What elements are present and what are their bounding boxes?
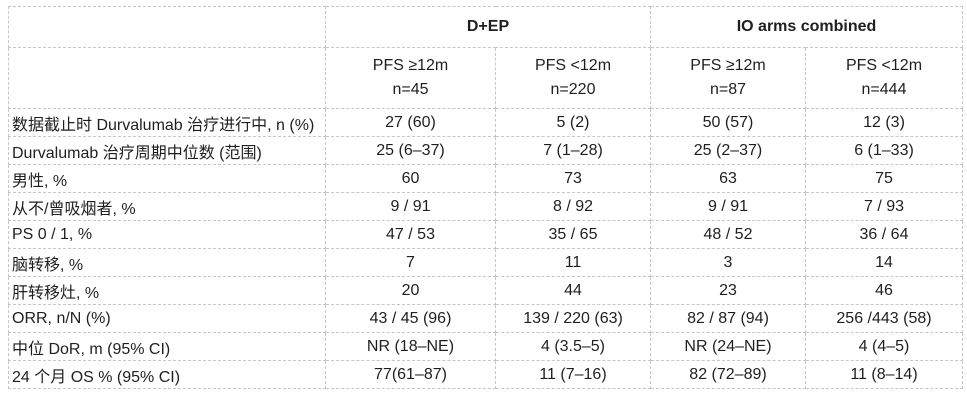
value-cell: 77(61–87) [325,360,496,389]
value-cell: 82 / 87 (94) [650,304,806,333]
value-cell: 139 / 220 (63) [495,304,651,333]
row-label: PS 0 / 1, % [8,220,326,249]
pfs-label: PFS ≥12m [372,57,449,74]
value-cell: 50 (57) [650,108,806,137]
value-cell: 7 / 93 [805,192,963,221]
value-cell: 8 / 92 [495,192,651,221]
corner-cell [8,47,326,109]
table-row: 数据截止时 Durvalumab 治疗进行中, n (%) 27 (60) 5 … [8,108,963,137]
table-row: 肝转移灶, % 20 44 23 46 [8,276,963,305]
column-header-io-pfs-lt12: PFS <12m n=444 [805,47,963,109]
value-cell: NR (18–NE) [325,332,496,361]
value-cell: 11 (7–16) [495,360,651,389]
n-label: n=87 [709,81,747,98]
pfs-label: PFS <12m [534,57,612,74]
row-label: 24 个月 OS % (95% CI) [8,360,326,389]
value-cell: 48 / 52 [650,220,806,249]
value-cell: 12 (3) [805,108,963,137]
value-cell: 27 (60) [325,108,496,137]
value-cell: 4 (4–5) [805,332,963,361]
value-cell: 256 /443 (58) [805,304,963,333]
value-cell: 20 [325,276,496,305]
group-header-io: IO arms combined [650,6,963,48]
row-label: ORR, n/N (%) [8,304,326,333]
corner-cell [8,6,326,48]
value-cell: 63 [650,164,806,193]
value-cell: 23 [650,276,806,305]
value-cell: 4 (3.5–5) [495,332,651,361]
value-cell: 75 [805,164,963,193]
table-row: ORR, n/N (%) 43 / 45 (96) 139 / 220 (63)… [8,304,963,333]
row-label: 从不/曾吸烟者, % [8,192,326,221]
row-label: 肝转移灶, % [8,276,326,305]
row-label: 数据截止时 Durvalumab 治疗进行中, n (%) [8,108,326,137]
table-row: 24 个月 OS % (95% CI) 77(61–87) 11 (7–16) … [8,360,963,389]
table-row: PS 0 / 1, % 47 / 53 35 / 65 48 / 52 36 /… [8,220,963,249]
value-cell: 25 (6–37) [325,136,496,165]
row-label: Durvalumab 治疗周期中位数 (范围) [8,136,326,165]
value-cell: 7 (1–28) [495,136,651,165]
value-cell: 14 [805,248,963,277]
value-cell: 9 / 91 [325,192,496,221]
row-label: 中位 DoR, m (95% CI) [8,332,326,361]
table-row: 中位 DoR, m (95% CI) NR (18–NE) 4 (3.5–5) … [8,332,963,361]
column-header-io-pfs-ge12: PFS ≥12m n=87 [650,47,806,109]
clinical-outcomes-table: D+EP IO arms combined PFS ≥12m n=45 PFS … [8,6,963,389]
value-cell: 5 (2) [495,108,651,137]
table-row: Durvalumab 治疗周期中位数 (范围) 25 (6–37) 7 (1–2… [8,136,963,165]
table-row: 男性, % 60 73 63 75 [8,164,963,193]
n-label: n=220 [550,81,596,98]
sub-header-row: PFS ≥12m n=45 PFS <12m n=220 PFS ≥12m n=… [8,47,963,109]
value-cell: 11 (8–14) [805,360,963,389]
table-row: 脑转移, % 7 11 3 14 [8,248,963,277]
value-cell: 7 [325,248,496,277]
value-cell: 3 [650,248,806,277]
row-label: 男性, % [8,164,326,193]
pfs-label: PFS <12m [845,57,923,74]
value-cell: 9 / 91 [650,192,806,221]
group-header-dep: D+EP [325,6,651,48]
value-cell: 46 [805,276,963,305]
column-header-dep-pfs-ge12: PFS ≥12m n=45 [325,47,496,109]
column-header-dep-pfs-lt12: PFS <12m n=220 [495,47,651,109]
value-cell: 36 / 64 [805,220,963,249]
value-cell: 6 (1–33) [805,136,963,165]
value-cell: 43 / 45 (96) [325,304,496,333]
group-header-row: D+EP IO arms combined [8,6,963,48]
value-cell: 60 [325,164,496,193]
value-cell: 35 / 65 [495,220,651,249]
value-cell: NR (24–NE) [650,332,806,361]
value-cell: 25 (2–37) [650,136,806,165]
n-label: n=45 [392,81,429,98]
value-cell: 44 [495,276,651,305]
pfs-label: PFS ≥12m [690,57,766,74]
value-cell: 47 / 53 [325,220,496,249]
table-row: 从不/曾吸烟者, % 9 / 91 8 / 92 9 / 91 7 / 93 [8,192,963,221]
n-label: n=444 [861,81,907,98]
value-cell: 11 [495,248,651,277]
value-cell: 82 (72–89) [650,360,806,389]
value-cell: 73 [495,164,651,193]
row-label: 脑转移, % [8,248,326,277]
